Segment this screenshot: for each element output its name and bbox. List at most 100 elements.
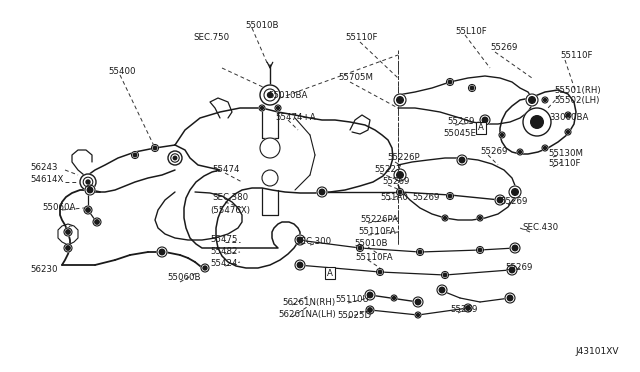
Circle shape — [500, 134, 504, 137]
Text: 55110FA: 55110FA — [355, 253, 392, 262]
Circle shape — [295, 235, 305, 245]
Circle shape — [201, 264, 209, 272]
Text: 33060BA: 33060BA — [549, 113, 588, 122]
Circle shape — [457, 155, 467, 165]
Circle shape — [442, 272, 449, 279]
Circle shape — [64, 244, 72, 252]
Circle shape — [447, 78, 454, 86]
Circle shape — [260, 106, 264, 109]
Circle shape — [366, 306, 374, 314]
Circle shape — [517, 149, 523, 155]
Circle shape — [317, 187, 327, 197]
Circle shape — [95, 220, 99, 224]
Circle shape — [260, 85, 280, 105]
Circle shape — [437, 285, 447, 295]
Text: 55010B: 55010B — [245, 20, 278, 29]
Circle shape — [394, 169, 406, 181]
Circle shape — [413, 297, 423, 307]
Circle shape — [543, 147, 547, 150]
Circle shape — [477, 215, 483, 221]
Text: 55400: 55400 — [108, 67, 136, 77]
Text: 55110U: 55110U — [335, 295, 369, 305]
Circle shape — [566, 113, 570, 116]
Text: 55269: 55269 — [382, 177, 410, 186]
Circle shape — [510, 243, 520, 253]
Text: 56230: 56230 — [30, 266, 58, 275]
Circle shape — [365, 290, 375, 300]
Circle shape — [157, 247, 167, 257]
Circle shape — [398, 190, 402, 194]
Text: (55476X): (55476X) — [210, 205, 250, 215]
Text: SEC.750: SEC.750 — [193, 33, 229, 42]
Circle shape — [529, 97, 535, 103]
Circle shape — [447, 192, 454, 199]
Circle shape — [397, 97, 403, 103]
Circle shape — [378, 270, 381, 274]
Text: 551A0: 551A0 — [380, 193, 408, 202]
Text: 55130M: 55130M — [548, 148, 583, 157]
Circle shape — [87, 187, 93, 193]
Circle shape — [470, 86, 474, 90]
Text: A: A — [478, 124, 484, 132]
Circle shape — [297, 237, 303, 243]
Circle shape — [512, 189, 518, 195]
Text: 55025D: 55025D — [337, 311, 371, 320]
Circle shape — [368, 308, 372, 312]
Circle shape — [460, 157, 465, 163]
Circle shape — [356, 244, 364, 251]
Circle shape — [542, 145, 548, 151]
Circle shape — [479, 217, 481, 219]
Circle shape — [66, 246, 70, 250]
Circle shape — [565, 129, 571, 135]
Text: 55L10F: 55L10F — [455, 28, 487, 36]
Text: 55060A: 55060A — [42, 203, 76, 212]
Circle shape — [295, 260, 305, 270]
Text: 55269: 55269 — [500, 198, 527, 206]
Circle shape — [523, 108, 551, 136]
Text: 55501(RH): 55501(RH) — [554, 86, 600, 94]
Circle shape — [86, 208, 90, 212]
Text: SEC.380: SEC.380 — [212, 193, 248, 202]
Circle shape — [415, 312, 421, 318]
Circle shape — [83, 177, 93, 187]
Circle shape — [394, 94, 406, 106]
Circle shape — [259, 105, 265, 111]
Circle shape — [415, 299, 420, 305]
Circle shape — [480, 115, 490, 125]
Circle shape — [442, 215, 448, 221]
Circle shape — [509, 267, 515, 273]
Text: 55269: 55269 — [505, 263, 532, 273]
Text: 55474: 55474 — [212, 166, 239, 174]
Circle shape — [397, 189, 403, 196]
Circle shape — [464, 304, 472, 312]
Circle shape — [203, 266, 207, 270]
Circle shape — [153, 146, 157, 150]
Text: 55060B: 55060B — [167, 273, 200, 282]
Circle shape — [477, 247, 483, 253]
Circle shape — [93, 218, 101, 226]
Circle shape — [376, 269, 383, 276]
Circle shape — [509, 186, 521, 198]
Text: 54614X: 54614X — [30, 176, 63, 185]
Circle shape — [512, 245, 518, 251]
Circle shape — [499, 132, 505, 138]
Text: SEC.430: SEC.430 — [522, 224, 558, 232]
Text: SEC.300: SEC.300 — [295, 237, 331, 247]
Circle shape — [275, 105, 281, 111]
Circle shape — [358, 246, 362, 250]
Text: 55226PA: 55226PA — [360, 215, 398, 224]
Circle shape — [417, 248, 424, 256]
Circle shape — [262, 170, 278, 186]
Text: 55269: 55269 — [412, 193, 440, 202]
Circle shape — [80, 174, 96, 190]
Circle shape — [367, 292, 372, 298]
Text: 55010B: 55010B — [354, 238, 387, 247]
Circle shape — [466, 306, 470, 310]
Circle shape — [505, 293, 515, 303]
Circle shape — [392, 296, 396, 299]
Text: 55110F: 55110F — [548, 158, 580, 167]
Text: A: A — [327, 269, 333, 278]
Circle shape — [171, 154, 179, 162]
Circle shape — [66, 230, 70, 234]
Text: 55424: 55424 — [210, 260, 237, 269]
